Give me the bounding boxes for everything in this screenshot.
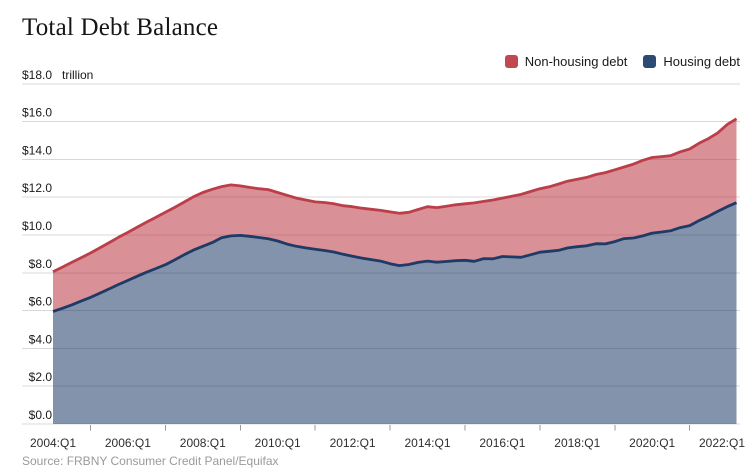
y-axis-label: $16.0: [22, 106, 52, 120]
legend-label-non-housing-debt: Non-housing debt: [524, 54, 628, 69]
y-axis-label: $4.0: [29, 332, 53, 346]
x-axis-label: 2018:Q1: [554, 436, 600, 450]
housing-debt-area[interactable]: [53, 202, 737, 424]
x-axis-label: 2008:Q1: [180, 436, 226, 450]
x-axis-label: 2016:Q1: [479, 436, 525, 450]
housing-debt-swatch-icon: [643, 55, 657, 68]
source-note: Source: FRBNY Consumer Credit Panel/Equi…: [22, 454, 279, 468]
legend-item-non-housing-debt[interactable]: Non-housing debt: [504, 54, 628, 69]
legend-label-housing-debt: Housing debt: [663, 54, 740, 69]
x-axis-label: 2014:Q1: [404, 436, 450, 450]
y-axis-label: $18.0: [22, 68, 52, 82]
x-axis-label: 2010:Q1: [255, 436, 301, 450]
total-debt-line: [52, 117, 738, 273]
x-axis-label: 2006:Q1: [105, 436, 151, 450]
x-axis-label: 2020:Q1: [629, 436, 675, 450]
x-axis-label: 2012:Q1: [330, 436, 376, 450]
legend-item-housing-debt[interactable]: Housing debt: [643, 54, 740, 69]
y-axis-label: $12.0: [22, 181, 52, 195]
legend: Non-housing debt Housing debt: [504, 54, 740, 69]
y-axis-label: $6.0: [29, 295, 53, 309]
x-axis-label: 2022:Q1: [699, 436, 745, 450]
y-axis-label: $0.0: [29, 408, 53, 422]
y-axis-label: $2.0: [29, 370, 53, 384]
non-housing-debt-swatch-icon: [504, 55, 518, 68]
non-housing-debt-area[interactable]: [53, 118, 737, 312]
x-axis-label: 2004:Q1: [30, 436, 76, 450]
chart-title: Total Debt Balance: [22, 14, 219, 41]
y-axis-label: $8.0: [29, 257, 53, 271]
housing-debt-line: [52, 201, 738, 313]
y-axis-label: $10.0: [22, 219, 52, 233]
y-axis-unit-label: trillion: [62, 68, 93, 82]
y-axis-label: $14.0: [22, 143, 52, 157]
